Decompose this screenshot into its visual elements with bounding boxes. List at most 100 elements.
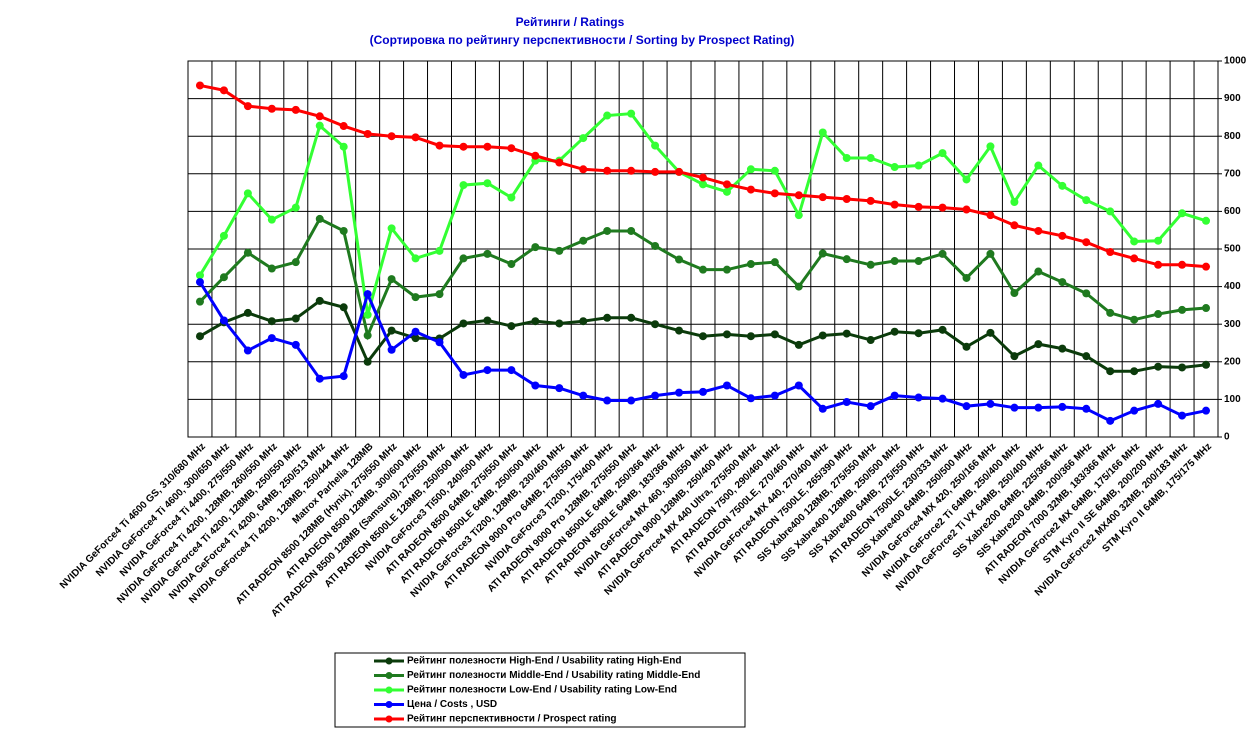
data-point (387, 275, 396, 284)
data-point (842, 154, 851, 163)
data-point (1154, 260, 1163, 269)
data-point (411, 133, 420, 142)
data-point (267, 264, 276, 273)
data-point (962, 205, 971, 214)
data-point (770, 166, 779, 175)
data-point (363, 129, 372, 138)
data-point (339, 303, 348, 312)
data-point (1202, 216, 1211, 225)
y-tick-label: 300 (1224, 319, 1241, 330)
data-point (219, 231, 228, 240)
data-point (219, 86, 228, 95)
data-point (914, 393, 923, 402)
data-point (507, 322, 516, 331)
data-point (1010, 403, 1019, 412)
data-point (555, 158, 564, 167)
data-point (1178, 411, 1187, 420)
data-point (195, 271, 204, 280)
data-point (411, 254, 420, 263)
data-point (411, 334, 420, 343)
data-point (363, 290, 372, 299)
data-point (1130, 367, 1139, 376)
data-point (339, 226, 348, 235)
data-point (243, 189, 252, 198)
data-point (842, 398, 851, 407)
data-point (603, 313, 612, 322)
data-point (986, 399, 995, 408)
data-point (866, 154, 875, 163)
data-point (555, 246, 564, 255)
data-point (339, 122, 348, 131)
data-point (603, 396, 612, 405)
data-point (195, 332, 204, 341)
data-point (243, 346, 252, 355)
data-point (219, 273, 228, 282)
data-point (1154, 310, 1163, 319)
y-tick-label: 200 (1224, 356, 1241, 367)
data-point (1034, 226, 1043, 235)
data-point (842, 194, 851, 203)
data-point (195, 278, 204, 287)
x-tick-label: NVIDIA GeForce4 Ti 4200, 128MB, 250/550 … (139, 441, 304, 606)
legend-marker (385, 715, 393, 723)
data-point (1058, 344, 1067, 353)
data-point (387, 326, 396, 335)
data-point (890, 163, 899, 172)
data-point (459, 254, 468, 263)
data-point (435, 246, 444, 255)
data-point (818, 128, 827, 137)
data-point (914, 257, 923, 266)
data-point (818, 331, 827, 340)
data-point (267, 215, 276, 224)
y-tick-label: 100 (1224, 394, 1241, 405)
data-point (794, 191, 803, 200)
data-point (291, 314, 300, 323)
data-point (770, 330, 779, 339)
data-point (315, 112, 324, 121)
data-point (794, 282, 803, 291)
data-point (507, 260, 516, 269)
data-point (315, 296, 324, 305)
data-point (1058, 231, 1067, 240)
data-point (1202, 304, 1211, 313)
data-point (914, 202, 923, 211)
data-point (1058, 402, 1067, 411)
legend-marker (385, 701, 393, 708)
y-tick-label: 900 (1224, 93, 1241, 104)
data-point (1106, 416, 1115, 425)
data-point (267, 317, 276, 326)
data-point (1082, 196, 1091, 205)
legend-label: Рейтинг полезности High-End / Usability … (407, 656, 681, 667)
data-point (770, 391, 779, 400)
data-point (651, 391, 660, 400)
data-point (435, 338, 444, 347)
data-point (1154, 236, 1163, 245)
data-point (986, 142, 995, 151)
data-point (1034, 403, 1043, 412)
data-point (459, 142, 468, 151)
data-point (243, 248, 252, 257)
data-point (291, 105, 300, 114)
data-point (1082, 238, 1091, 247)
y-tick-label: 700 (1224, 168, 1241, 179)
data-point (387, 345, 396, 354)
data-point (866, 260, 875, 269)
data-point (315, 374, 324, 383)
data-point (363, 310, 372, 319)
data-point (1130, 254, 1139, 263)
data-point (1106, 367, 1115, 376)
data-point (411, 327, 420, 336)
data-point (627, 109, 636, 118)
data-point (219, 316, 228, 325)
data-point (866, 335, 875, 344)
data-point (483, 179, 492, 188)
data-point (387, 132, 396, 141)
data-point (1130, 237, 1139, 246)
data-point (1034, 340, 1043, 349)
data-point (531, 243, 540, 252)
data-point (699, 265, 707, 274)
data-point (483, 366, 492, 375)
data-point (363, 331, 372, 340)
data-point (387, 224, 396, 233)
data-point (531, 151, 540, 160)
